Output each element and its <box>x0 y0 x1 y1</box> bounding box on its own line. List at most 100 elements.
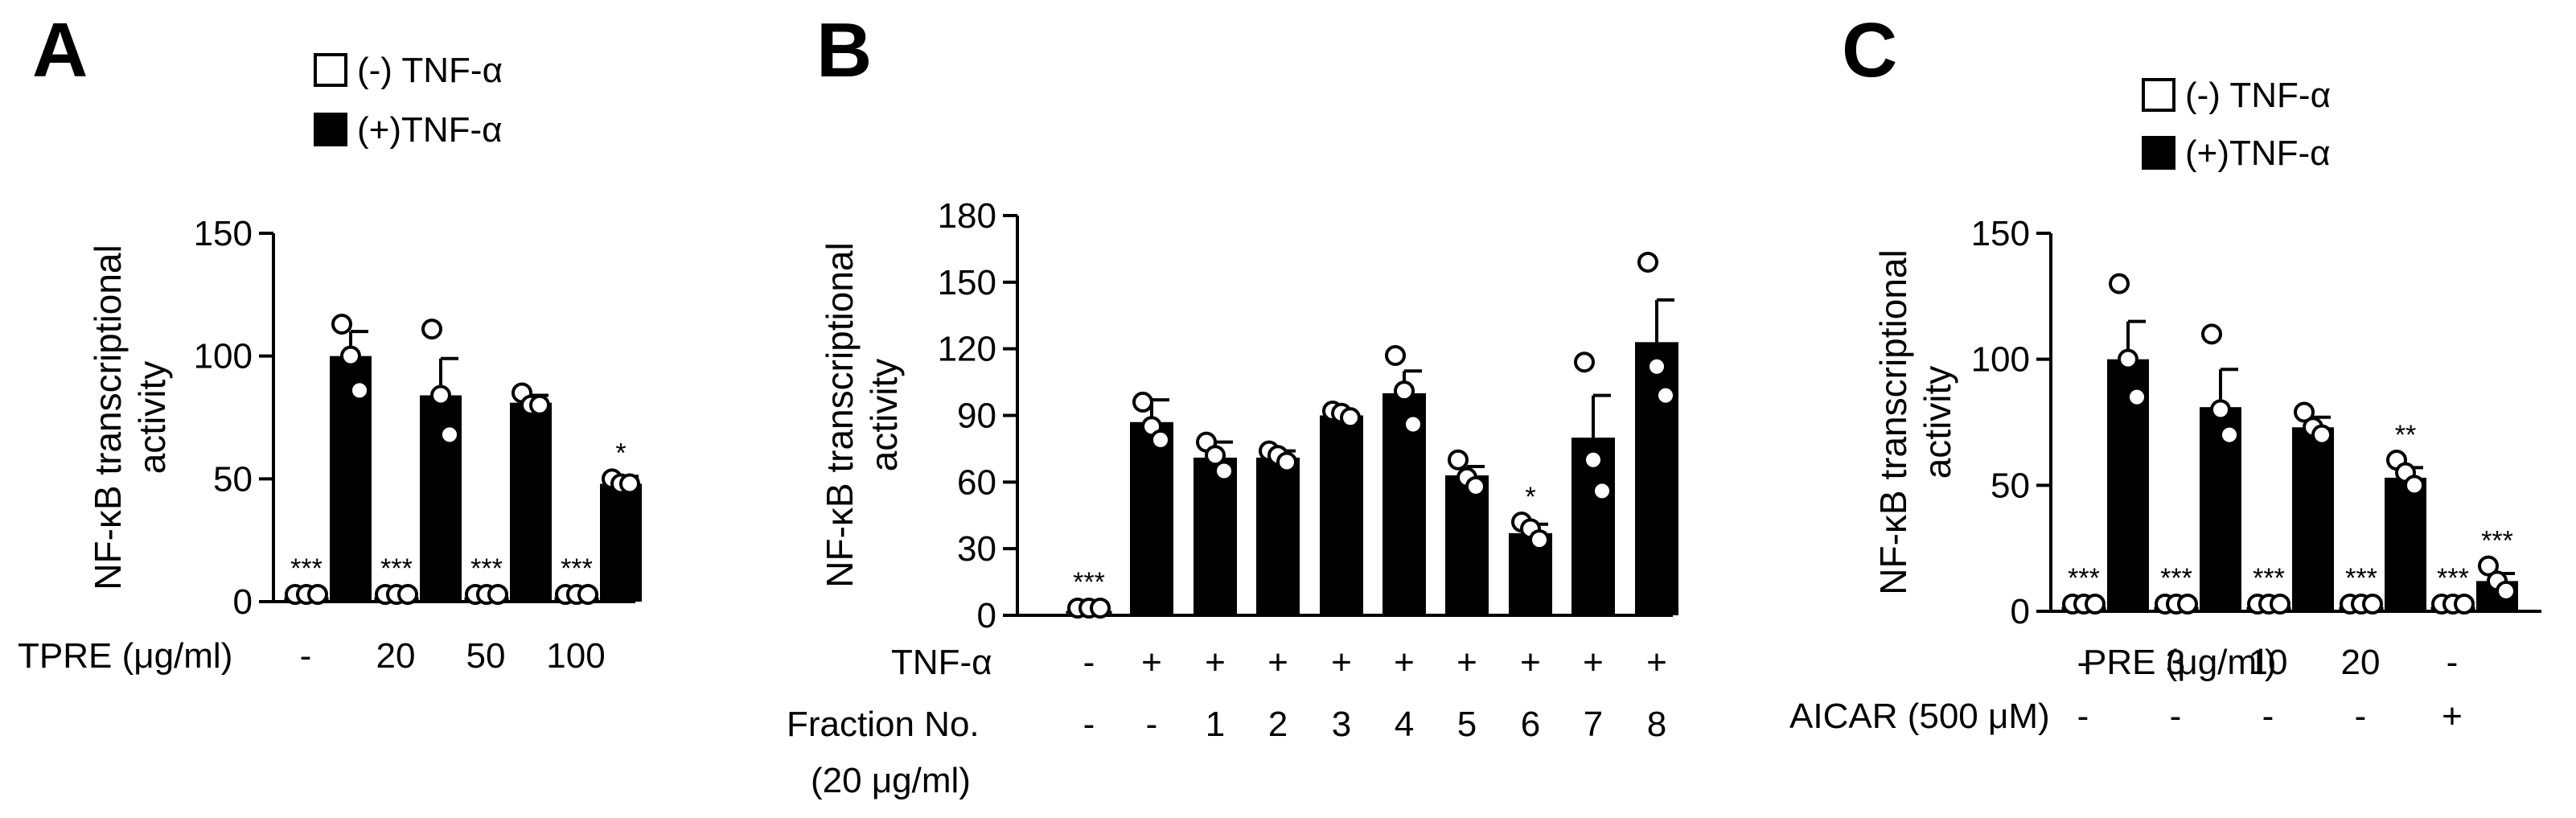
condition-value: + <box>1267 643 1288 682</box>
legend-label: (+)TNF-α <box>357 110 503 150</box>
data-point <box>421 319 442 340</box>
legend-swatch-solid <box>314 113 347 146</box>
y-tick-label: 0 <box>233 582 253 622</box>
data-point <box>2109 273 2130 294</box>
bar <box>1256 457 1300 615</box>
condition-value: 7 <box>1584 705 1603 744</box>
bar <box>2385 477 2426 611</box>
y-tick-label: 50 <box>1991 466 2030 505</box>
data-point <box>2294 401 2315 423</box>
data-point <box>1205 445 1226 467</box>
condition-value: 20 <box>376 636 416 676</box>
data-point <box>2118 348 2138 370</box>
significance-label: *** <box>2160 563 2192 594</box>
data-point <box>2362 594 2383 615</box>
data-point <box>2454 594 2475 615</box>
data-point <box>2126 386 2147 408</box>
legend-swatch-open <box>314 53 347 87</box>
panel-letter: C <box>1842 7 1897 93</box>
condition-value: 4 <box>1395 705 1414 744</box>
legend-swatch-solid <box>2142 136 2175 170</box>
data-point <box>349 380 370 401</box>
data-point <box>2219 424 2240 446</box>
data-point <box>331 313 352 335</box>
y-axis-label: activity <box>863 359 905 472</box>
condition-value: + <box>1141 643 1162 682</box>
condition-value: + <box>1520 643 1541 682</box>
significance-label: *** <box>1073 567 1105 598</box>
condition-value: + <box>1394 643 1415 682</box>
data-point <box>2496 580 2516 602</box>
data-point <box>1394 380 1415 402</box>
data-point <box>1132 391 1153 413</box>
condition-value: + <box>2442 697 2463 736</box>
significance-label: ** <box>2395 420 2416 450</box>
bar <box>1194 457 1237 615</box>
condition-value: 1 <box>1206 705 1225 744</box>
bar <box>1445 475 1489 615</box>
significance-label: * <box>1525 482 1535 512</box>
legend-swatch-open <box>2142 78 2175 112</box>
y-tick-label: 50 <box>213 459 253 499</box>
condition-value: - <box>2355 697 2367 736</box>
condition-value: - <box>2447 643 2459 682</box>
condition-value: 2 <box>1268 705 1288 744</box>
condition-value: - <box>300 636 312 676</box>
data-point <box>2270 594 2290 615</box>
condition-value: 3 <box>2166 643 2185 682</box>
y-tick-label: 0 <box>977 596 996 635</box>
significance-label: * <box>615 438 626 468</box>
panel-a: A 0 50 100 150 NF-κB transcriptional activity (… <box>18 7 642 676</box>
condition-value: + <box>1646 643 1667 682</box>
row-label: TNF-α <box>891 643 992 682</box>
condition-value: - <box>1146 705 1158 744</box>
data-point <box>1340 407 1361 429</box>
data-point <box>1583 449 1604 471</box>
data-point <box>307 584 328 605</box>
data-point <box>2404 475 2425 496</box>
condition-value: 3 <box>1332 705 1351 744</box>
data-point <box>1574 351 1595 373</box>
data-point <box>2478 555 2499 577</box>
condition-value: 5 <box>1457 705 1477 744</box>
data-point <box>2201 323 2222 345</box>
condition-value: - <box>2262 697 2274 736</box>
condition-value: + <box>1205 643 1226 682</box>
condition-value: - <box>2077 643 2089 682</box>
significance-label: *** <box>2068 563 2100 594</box>
bar <box>510 402 552 602</box>
row-label: PRE (μg/ml) <box>2083 643 2276 682</box>
y-tick-label: 100 <box>194 337 253 376</box>
y-tick-label: 90 <box>957 397 996 436</box>
significance-label: *** <box>2253 563 2285 594</box>
data-point <box>430 384 451 406</box>
bar <box>1635 342 1678 615</box>
condition-value: - <box>1083 643 1095 682</box>
data-point <box>397 584 418 605</box>
significance-label: *** <box>2437 563 2469 594</box>
legend-label: (-) TNF-α <box>357 51 503 90</box>
bar <box>1320 415 1363 615</box>
y-axis-label: activity <box>1917 366 1958 479</box>
data-point <box>1150 429 1171 450</box>
row-label: AICAR (500 μM) <box>1789 697 2050 736</box>
y-axis-label: activity <box>131 361 173 475</box>
y-axis-label: NF-κB transcriptional <box>819 242 861 587</box>
data-point <box>1090 598 1111 619</box>
data-point <box>1646 356 1667 377</box>
significance-label: *** <box>2481 526 2513 557</box>
condition-value: 50 <box>466 636 506 676</box>
condition-value: 10 <box>2249 643 2288 682</box>
y-tick-label: 120 <box>938 330 996 369</box>
bar <box>1130 421 1173 615</box>
row-label-2: (20 μg/ml) <box>811 761 971 800</box>
significance-label: *** <box>380 553 413 584</box>
data-point <box>1385 344 1406 366</box>
row-label: TPRE (μg/ml) <box>18 636 232 676</box>
significance-label: *** <box>2345 563 2377 594</box>
significance-label: *** <box>561 553 593 584</box>
significance-label: *** <box>290 553 323 584</box>
y-tick-label: 100 <box>1971 340 2030 380</box>
legend-label: (+)TNF-α <box>2185 134 2331 173</box>
data-point <box>1465 475 1486 497</box>
